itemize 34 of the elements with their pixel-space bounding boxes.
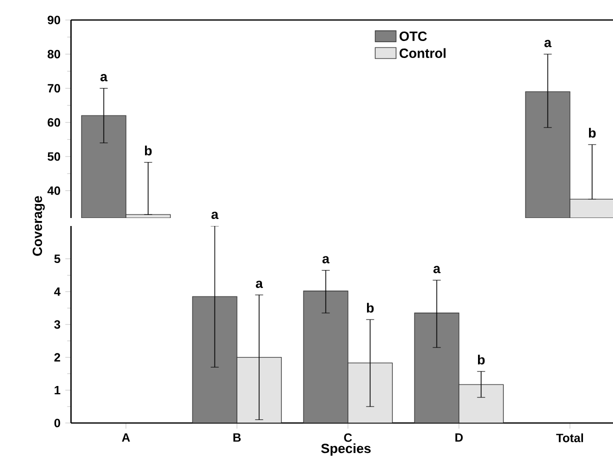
annotation: a	[544, 40, 552, 48]
annotation: a	[100, 74, 108, 82]
legend-label: OTC	[400, 32, 427, 41]
x-axis-title: Species	[321, 443, 371, 456]
x-tick-label: B	[233, 433, 241, 442]
annotation: a	[322, 256, 330, 264]
y-tick-label: 60	[48, 118, 60, 127]
y-tick-label: 40	[47, 186, 60, 195]
y-tick-label: 3	[54, 320, 60, 329]
x-tick-label: D	[455, 433, 463, 442]
y-tick-label: 4	[54, 288, 61, 296]
annotation: a	[211, 212, 219, 220]
y-tick-label: 50	[48, 152, 60, 161]
y-tick-label: 70	[48, 84, 60, 93]
y-tick-label: 2	[54, 353, 60, 362]
annotation: a	[256, 280, 263, 288]
y-tick-label: 90	[48, 16, 60, 24]
bar	[458, 384, 504, 423]
y-axis-title: Coverage	[32, 196, 45, 256]
x-tick-label: A	[122, 433, 130, 442]
annotation: a	[433, 266, 441, 274]
y-tick-label: 1	[54, 386, 60, 394]
bar	[303, 290, 348, 423]
y-tick-label: 0	[54, 418, 60, 428]
y-tick-label: 5	[54, 254, 60, 264]
legend-label: Control	[400, 48, 446, 58]
annotation: b	[144, 146, 152, 156]
annotation: b	[478, 354, 485, 364]
y-tick-label: 80	[48, 50, 60, 58]
annotation: b	[588, 128, 596, 138]
annotation: b	[366, 302, 374, 313]
x-tick-label: Total	[556, 433, 583, 442]
x-tick-label: C	[344, 433, 352, 442]
bar	[414, 312, 460, 423]
